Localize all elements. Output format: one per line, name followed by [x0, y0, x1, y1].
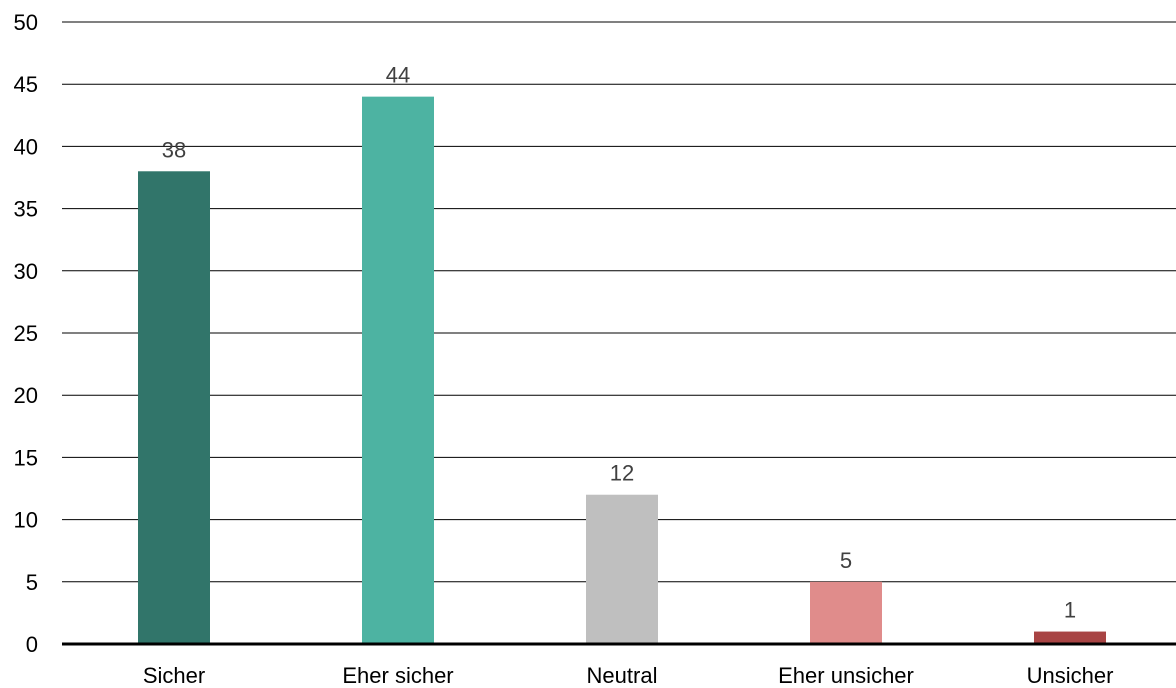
bar: [1034, 631, 1106, 644]
bars: [138, 96, 1106, 644]
y-tick-label: 10: [14, 508, 38, 533]
x-axis-category-labels: Sicher Eher sicher Neutral Eher unsicher Uns…: [143, 663, 1114, 688]
x-tick-label: Eher unsicher: [778, 663, 914, 688]
y-tick-label: 5: [26, 570, 38, 595]
y-tick-label: 40: [14, 134, 38, 159]
y-tick-label: 20: [14, 383, 38, 408]
data-label: 12: [610, 461, 634, 486]
x-tick-label: Neutral: [587, 663, 658, 688]
y-tick-label: 35: [14, 197, 38, 222]
data-label: 1: [1064, 598, 1076, 623]
bar: [138, 171, 210, 644]
data-label: 44: [386, 63, 410, 88]
bar: [810, 581, 882, 644]
data-label: 38: [162, 137, 186, 162]
y-tick-label: 45: [14, 72, 38, 97]
y-tick-label: 15: [14, 445, 38, 470]
x-tick-label: Sicher: [143, 663, 205, 688]
y-tick-label: 25: [14, 321, 38, 346]
data-labels: 38 44 12 5 1: [162, 63, 1076, 623]
data-label: 5: [840, 548, 852, 573]
y-tick-label: 50: [14, 10, 38, 35]
bar: [362, 96, 434, 644]
bar: [586, 494, 658, 644]
y-tick-label: 30: [14, 259, 38, 284]
x-tick-label: Unsicher: [1027, 663, 1114, 688]
y-axis-tick-labels: 0 5 10 15 20 25 30 35 40 45 50: [14, 10, 38, 657]
y-tick-label: 0: [26, 632, 38, 657]
x-tick-label: Eher sicher: [342, 663, 453, 688]
gridlines: [62, 21, 1176, 583]
